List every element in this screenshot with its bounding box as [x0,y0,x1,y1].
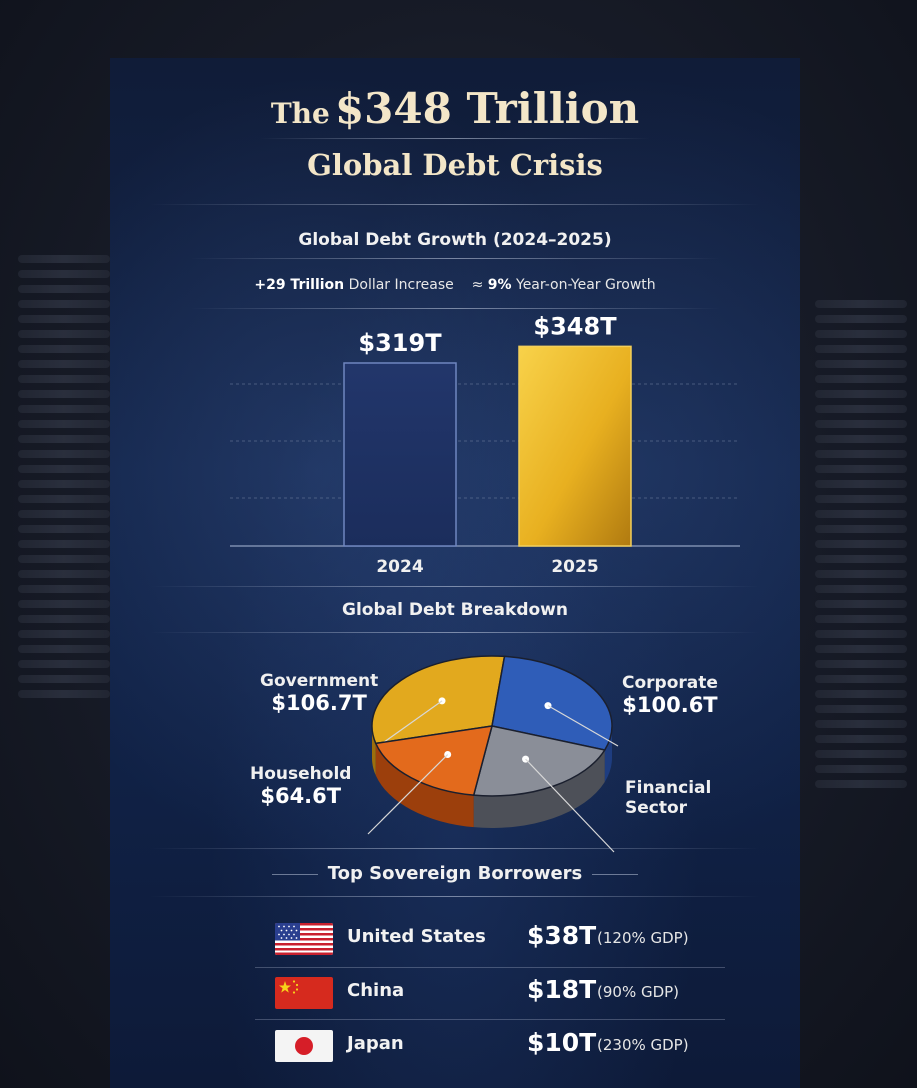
background-coin-stack-right [815,300,907,820]
x-tick-label: 2024 [376,557,423,577]
debt-to-gdp: (120% GDP) [597,929,689,947]
pie-slice-financial-sector [472,725,606,797]
government-label: Government $106.7T [260,671,378,715]
bar-value-label: $348T [533,312,617,340]
title-rule-left [271,873,318,875]
pie-slice-side-household [375,743,474,828]
title-amount: $348 Trillion [334,84,640,133]
country-name: United States [347,926,486,947]
corporate-value: $100.6T [622,693,718,717]
section-divider [150,586,760,587]
debt-growth-bar-chart: $319T 2024 $348T 2025 [230,312,740,577]
debt-to-gdp: (230% GDP) [597,1036,689,1054]
growth-stats: +29 Trillion Dollar Increase ≈ 9% Year-o… [110,277,800,293]
bar-2024 [343,362,457,547]
leader-line [547,705,619,747]
sovereign-row: United States $38T (120% GDP) [275,912,735,962]
debt-amount: $38T [527,921,597,950]
infographic-poster: The $348 Trillion Global Debt Crisis Glo… [110,58,800,1088]
government-name: Government [260,671,379,691]
row-divider [255,1019,725,1020]
debt-breakdown-pie-chart [367,655,619,853]
debt-to-gdp: (90% GDP) [597,983,680,1001]
pie-slice-government [371,655,506,745]
growth-section-title: Global Debt Growth (2024–2025) [298,230,612,250]
leader-line [367,754,449,835]
sovereign-row: China $18T (90% GDP) [275,966,735,1016]
background-coin-stack-left [18,255,110,715]
sovereign-row: Japan $10T (230% GDP) [275,1019,735,1069]
japan-flag-icon [275,1030,333,1062]
us-flag-icon [275,923,333,955]
x-tick-label: 2025 [551,557,598,577]
financial-sector-label: Financial Sector [625,778,715,818]
sovereign-title-text: Top Sovereign Borrowers [327,863,583,884]
approx-symbol: ≈ [471,277,484,293]
title-prefix: The [270,97,330,130]
government-value: $106.7T [271,691,367,715]
section-divider [150,632,760,633]
household-name: Household [250,764,352,784]
household-label: Household $64.6T [250,764,351,808]
row-divider [255,967,725,968]
page-subtitle: Global Debt Crisis [307,148,603,182]
growth-rate-label: Year-on-Year Growth [516,277,656,293]
section-divider [150,896,760,897]
sovereign-section-title: Top Sovereign Borrowers [110,863,800,884]
section-divider [150,204,760,205]
title-rule-right [592,873,639,875]
country-name: Japan [347,1033,404,1054]
section-divider [190,308,720,309]
increase-label: Dollar Increase [348,277,454,293]
financial-sector-name: Financial Sector [625,778,712,818]
corporate-name: Corporate [622,673,718,693]
page-title: The $348 Trillion [110,84,800,133]
growth-rate-value: 9% [487,277,512,293]
country-name: China [347,980,405,1001]
bar-value-label: $319T [358,329,442,357]
leader-line [379,700,443,746]
household-value: $64.6T [260,784,342,808]
title-divider [260,138,650,139]
pie-slice-household [374,725,494,796]
section-divider [150,848,760,849]
leader-line [525,758,615,853]
breakdown-section-title: Global Debt Breakdown [341,600,568,620]
corporate-label: Corporate $100.6T [622,673,718,717]
increase-value: +29 Trillion [254,277,345,293]
debt-amount: $10T [527,1028,597,1057]
section-divider [190,258,720,259]
debt-amount: $18T [527,975,597,1004]
bar-2025 [518,345,632,547]
china-flag-icon [275,977,333,1009]
pie-slice-side-government [372,726,376,776]
pie-slice-corporate [491,655,613,751]
